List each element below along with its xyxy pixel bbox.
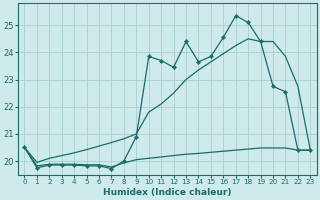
X-axis label: Humidex (Indice chaleur): Humidex (Indice chaleur) (103, 188, 232, 197)
